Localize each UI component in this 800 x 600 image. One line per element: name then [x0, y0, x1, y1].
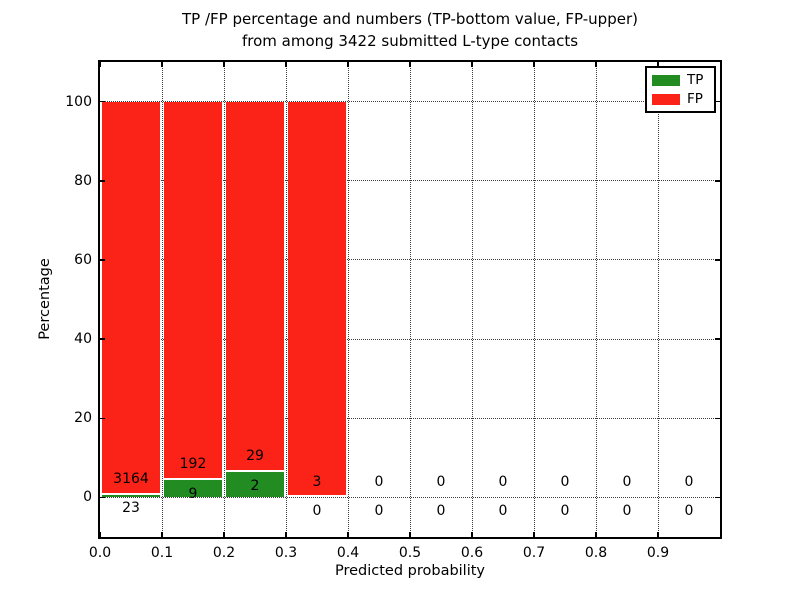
legend-entry-fp: FP: [652, 91, 709, 107]
fp-count-label: 192: [179, 455, 207, 472]
fp-count-label: 0: [560, 473, 570, 490]
y-tick-label: 80: [74, 172, 92, 189]
x-tick: [223, 532, 225, 537]
tp-count-label: 0: [436, 503, 446, 520]
v-gridline: [347, 62, 349, 537]
v-gridline: [533, 62, 535, 537]
x-tick-top: [409, 62, 411, 67]
y-tick-right: [715, 496, 720, 499]
x-tick-label: 0.6: [460, 545, 484, 561]
x-tick: [347, 532, 349, 537]
y-tick: [100, 100, 105, 103]
y-tick-right: [715, 338, 720, 340]
legend-swatch-fp: [652, 93, 680, 105]
tp-count-label: 23: [122, 500, 140, 517]
bar-tp-segment: [164, 479, 222, 498]
x-tick: [99, 532, 101, 537]
y-tick-label: 40: [74, 331, 92, 348]
x-tick: [533, 532, 535, 537]
x-tick-label: 0.0: [88, 545, 112, 561]
x-tick-label: 0.3: [274, 545, 298, 561]
tp-count-label: 0: [560, 503, 570, 520]
chart-subtitle: from among 3422 submitted L-type contact…: [241, 32, 579, 50]
tp-count-label: 0: [498, 503, 508, 520]
v-gridline: [409, 62, 411, 537]
tp-count-label: 0: [374, 503, 384, 520]
chart-title-block: TP /FP percentage and numbers (TP-bottom…: [100, 8, 720, 52]
x-tick-label: 0.7: [522, 545, 546, 561]
y-tick-label: 20: [74, 410, 92, 427]
fp-count-label: 0: [436, 473, 446, 490]
fp-count-label: 3164: [113, 470, 149, 487]
x-tick-label: 0.1: [150, 545, 174, 561]
y-tick-right: [715, 259, 720, 261]
v-gridline: [161, 62, 163, 537]
fp-count-label: 3: [312, 473, 322, 490]
x-tick-top: [533, 62, 535, 67]
x-tick-label: 0.9: [646, 545, 670, 561]
tp-count-label: 9: [188, 485, 198, 502]
v-gridline: [657, 62, 659, 537]
x-tick-top: [99, 62, 101, 67]
legend: TP FP: [645, 66, 716, 113]
x-tick: [471, 532, 473, 537]
x-tick-label: 0.5: [398, 545, 422, 561]
x-tick-top: [285, 62, 287, 67]
bar-fp-segment: [226, 101, 284, 472]
v-gridline: [595, 62, 597, 537]
x-tick: [285, 532, 287, 537]
v-gridline: [285, 62, 287, 537]
x-tick-top: [471, 62, 473, 67]
legend-label-tp: TP: [687, 72, 704, 88]
bar-tp-segment: [226, 471, 284, 498]
tp-count-label: 0: [622, 503, 632, 520]
x-tick: [161, 532, 163, 537]
y-tick: [100, 180, 105, 182]
y-axis-label: Percentage: [37, 258, 53, 340]
chart-title: TP /FP percentage and numbers (TP-bottom…: [182, 10, 638, 28]
x-tick: [409, 532, 411, 537]
tp-count-label: 0: [684, 503, 694, 520]
bar-tp-segment: [102, 494, 160, 498]
y-tick-label: 60: [74, 251, 92, 268]
y-tick: [100, 338, 105, 340]
fp-count-label: 0: [374, 473, 384, 490]
x-tick-label: 0.2: [212, 545, 236, 561]
legend-entry-tp: TP: [652, 72, 709, 88]
y-tick-label: 100: [65, 93, 92, 110]
x-tick: [595, 532, 597, 537]
fp-count-label: 29: [246, 448, 264, 465]
x-tick-label: 0.4: [336, 545, 360, 561]
fp-count-label: 0: [684, 473, 694, 490]
legend-swatch-tp: [652, 74, 680, 86]
y-tick-right: [715, 417, 720, 419]
y-tick-label: 0: [83, 489, 92, 506]
tp-count-label: 0: [312, 503, 322, 520]
x-tick-label: 0.8: [584, 545, 608, 561]
x-tick-top: [161, 62, 163, 67]
bar-fp-segment: [164, 101, 222, 480]
x-axis-label: Predicted probability: [334, 563, 486, 579]
v-gridline: [471, 62, 473, 537]
x-tick-top: [657, 62, 659, 67]
fp-count-label: 0: [498, 473, 508, 490]
bar-fp-segment: [288, 101, 346, 498]
legend-label-fp: FP: [687, 91, 703, 107]
y-tick: [100, 417, 105, 419]
x-tick-top: [347, 62, 349, 67]
y-tick: [100, 259, 105, 261]
y-tick: [100, 496, 105, 499]
y-tick-right: [715, 180, 720, 182]
x-tick-top: [223, 62, 225, 67]
x-tick-top: [595, 62, 597, 67]
y-tick-right: [715, 100, 720, 103]
x-tick: [657, 532, 659, 537]
fp-count-label: 0: [622, 473, 632, 490]
bar-fp-segment: [102, 101, 160, 495]
tp-count-label: 2: [250, 477, 260, 494]
v-gridline: [223, 62, 225, 537]
